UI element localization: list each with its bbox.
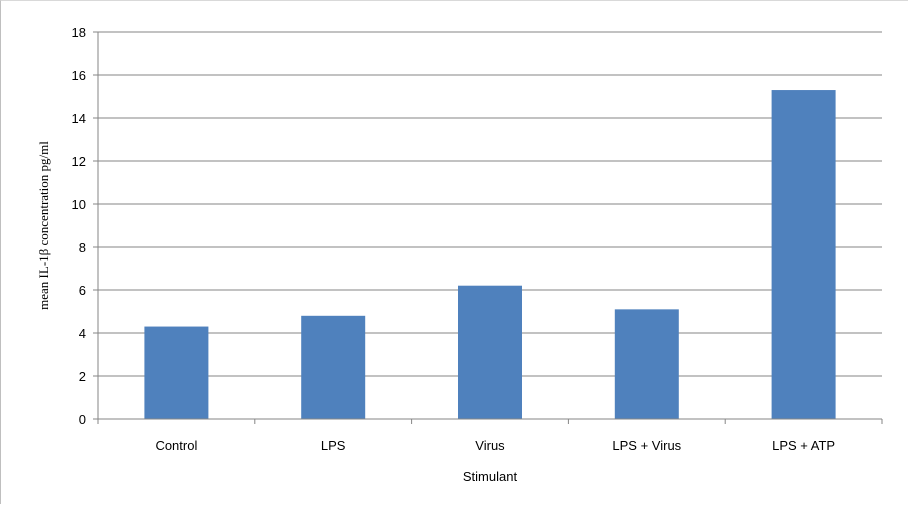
y-tick-label: 8	[79, 240, 86, 255]
y-tick-label: 10	[72, 197, 86, 212]
y-tick-label: 18	[72, 25, 86, 40]
y-tick-label: 0	[79, 412, 86, 427]
bar-lps-virus	[614, 309, 679, 419]
x-tick-label: LPS + Virus	[612, 438, 681, 453]
x-axis-ticks: Control LPS Virus LPS + Virus LPS + ATP	[97, 419, 883, 453]
bar-control	[144, 326, 209, 419]
x-tick-label: Virus	[475, 438, 505, 453]
y-tick-label: 12	[72, 154, 86, 169]
x-axis-title: Stimulant	[463, 469, 518, 484]
y-tick-label: 14	[72, 111, 86, 126]
bars	[144, 90, 836, 420]
bar-virus	[458, 285, 522, 419]
bar-lps-atp	[771, 90, 836, 420]
y-axis-ticks: 0 2 4 6 8 10 12 14 16 18	[72, 25, 98, 427]
x-tick-label: LPS	[321, 438, 346, 453]
y-tick-label: 2	[79, 369, 86, 384]
x-tick-label: LPS + ATP	[772, 438, 835, 453]
y-axis-title: mean IL-1β concentration pg/ml	[36, 141, 51, 310]
bar-lps	[301, 315, 366, 419]
x-tick-label: Control	[155, 438, 197, 453]
y-tick-label: 6	[79, 283, 86, 298]
y-tick-label: 4	[79, 326, 86, 341]
y-tick-label: 16	[72, 68, 86, 83]
